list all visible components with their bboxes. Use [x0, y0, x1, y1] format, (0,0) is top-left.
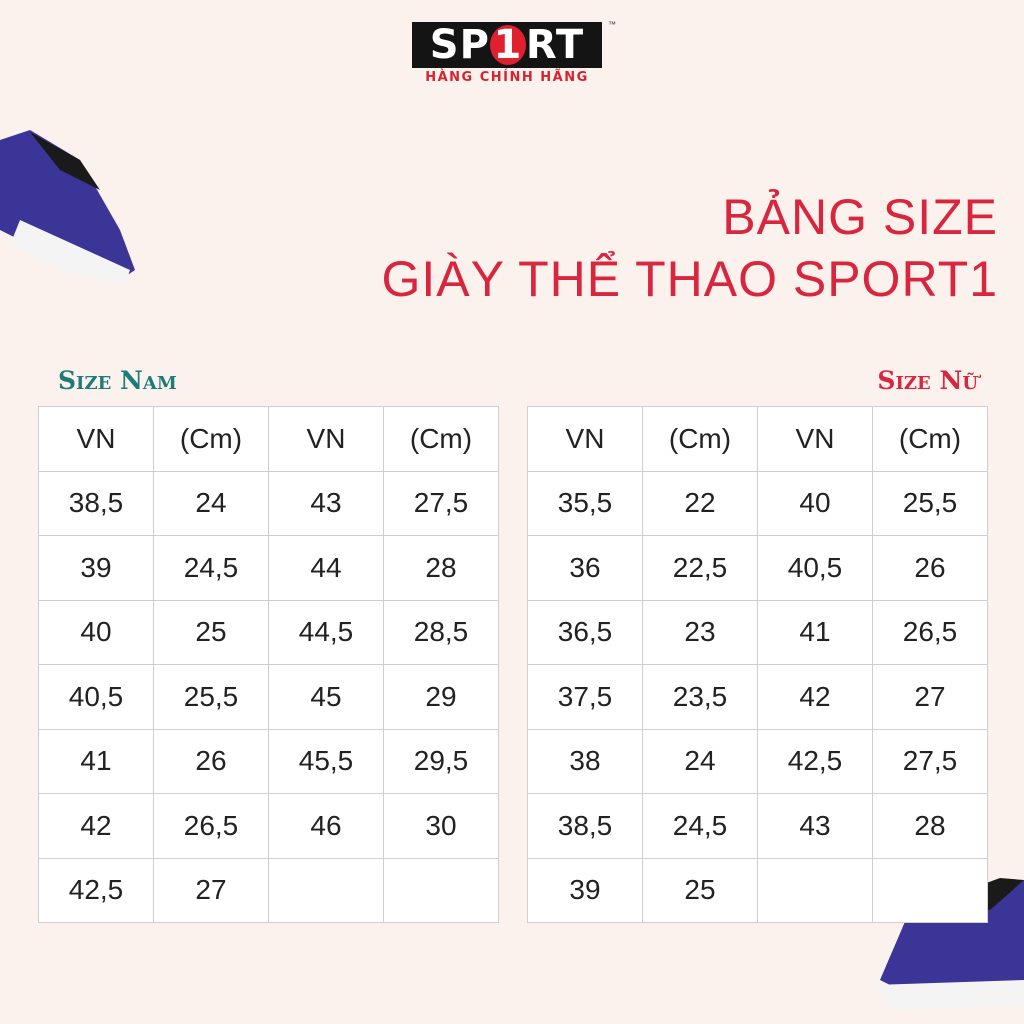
table-row: 39 24,5 44 28	[38, 535, 499, 601]
table-cell: 45	[268, 664, 384, 730]
table-cell: 35,5	[527, 470, 643, 536]
table-cell: 45,5	[268, 728, 384, 794]
header-cell: (Cm)	[642, 406, 758, 472]
header-cell: (Cm)	[383, 406, 499, 472]
table-row: 38 24 42,5 27,5	[527, 728, 988, 794]
table-cell: 46	[268, 793, 384, 859]
table-cell: 42	[757, 664, 873, 730]
table-row: 40 25 44,5 28,5	[38, 599, 499, 665]
table-row: 38,5 24 43 27,5	[38, 470, 499, 536]
table-cell: 41	[757, 599, 873, 665]
table-cell: 27	[872, 664, 988, 730]
table-cell: 24	[642, 728, 758, 794]
table-cell: 26	[153, 728, 269, 794]
table-cell: 36,5	[527, 599, 643, 665]
table-row: 36,5 23 41 26,5	[527, 599, 988, 665]
table-row: 42,5 27	[38, 857, 499, 923]
logo-tagline: HÀNG CHÍNH HÃNG	[425, 70, 589, 85]
table-cell: 25,5	[872, 470, 988, 536]
table-cell: 28	[383, 535, 499, 601]
table-cell	[757, 857, 873, 923]
table-cell: 44,5	[268, 599, 384, 665]
logo-wordmark: SP1RT	[412, 22, 602, 68]
trademark: ™	[608, 20, 616, 29]
table-cell: 24,5	[153, 535, 269, 601]
table-cell: 43	[757, 793, 873, 859]
sport1-logo: SP1RT ™ HÀNG CHÍNH HÃNG	[412, 20, 616, 85]
table-cell	[872, 857, 988, 923]
table-cell: 30	[383, 793, 499, 859]
table-cell: 28	[872, 793, 988, 859]
header-cell: VN	[757, 406, 873, 472]
table-cell: 40	[38, 599, 154, 665]
table-cell: 22,5	[642, 535, 758, 601]
header-cell: VN	[268, 406, 384, 472]
women-size-label: Size Nữ	[877, 366, 978, 395]
table-cell: 42	[38, 793, 154, 859]
men-size-table: VN (Cm) VN (Cm) 38,5 24 43 27,5 39 24,5 44 28 40 25 44…	[38, 406, 499, 923]
women-size-table: VN (Cm) VN (Cm) 35,5 22 40 25,5 36 22,5 40,5 26 36,5…	[527, 406, 988, 923]
table-cell: 27,5	[872, 728, 988, 794]
title-line-1: BẢNG SIZE	[722, 189, 998, 245]
table-row: 38,5 24,5 43 28	[527, 793, 988, 859]
header-cell: (Cm)	[153, 406, 269, 472]
table-cell: 37,5	[527, 664, 643, 730]
table-row: 35,5 22 40 25,5	[527, 470, 988, 536]
table-row: 40,5 25,5 45 29	[38, 664, 499, 730]
table-cell: 42,5	[757, 728, 873, 794]
table-cell: 23	[642, 599, 758, 665]
logo-text: RT	[525, 22, 585, 68]
table-cell: 24,5	[642, 793, 758, 859]
logo-text: SP	[429, 22, 490, 68]
table-cell: 39	[38, 535, 154, 601]
table-cell: 27,5	[383, 470, 499, 536]
table-cell: 29,5	[383, 728, 499, 794]
table-row: 39 25	[527, 857, 988, 923]
table-cell: 44	[268, 535, 384, 601]
table-cell: 22	[642, 470, 758, 536]
table-cell: 41	[38, 728, 154, 794]
header-cell: VN	[38, 406, 154, 472]
table-row: 36 22,5 40,5 26	[527, 535, 988, 601]
table-cell: 39	[527, 857, 643, 923]
table-cell: 25,5	[153, 664, 269, 730]
table-cell: 43	[268, 470, 384, 536]
table-row: 37,5 23,5 42 27	[527, 664, 988, 730]
table-row: 41 26 45,5 29,5	[38, 728, 499, 794]
table-cell: 36	[527, 535, 643, 601]
table-row: 42 26,5 46 30	[38, 793, 499, 859]
table-cell: 25	[642, 857, 758, 923]
table-cell: 26	[872, 535, 988, 601]
table-cell: 25	[153, 599, 269, 665]
table-cell	[383, 857, 499, 923]
table-cell: 24	[153, 470, 269, 536]
title-line-2: GIÀY THỂ THAO SPORT1	[381, 251, 998, 307]
logo-one: 1	[489, 25, 526, 65]
table-cell: 38,5	[527, 793, 643, 859]
header-cell: VN	[527, 406, 643, 472]
table-cell: 40	[757, 470, 873, 536]
table-header-row: VN (Cm) VN (Cm)	[527, 406, 988, 472]
table-cell: 40,5	[757, 535, 873, 601]
table-cell: 38	[527, 728, 643, 794]
table-cell: 29	[383, 664, 499, 730]
table-header-row: VN (Cm) VN (Cm)	[38, 406, 499, 472]
table-cell: 27	[153, 857, 269, 923]
table-cell: 23,5	[642, 664, 758, 730]
table-cell: 38,5	[38, 470, 154, 536]
table-cell: 28,5	[383, 599, 499, 665]
table-cell: 42,5	[38, 857, 154, 923]
header-cell: (Cm)	[872, 406, 988, 472]
table-cell: 40,5	[38, 664, 154, 730]
table-cell: 26,5	[872, 599, 988, 665]
table-cell	[268, 857, 384, 923]
table-cell: 26,5	[153, 793, 269, 859]
shoe-image-left	[0, 130, 135, 285]
men-size-label: Size Nam	[58, 366, 177, 395]
